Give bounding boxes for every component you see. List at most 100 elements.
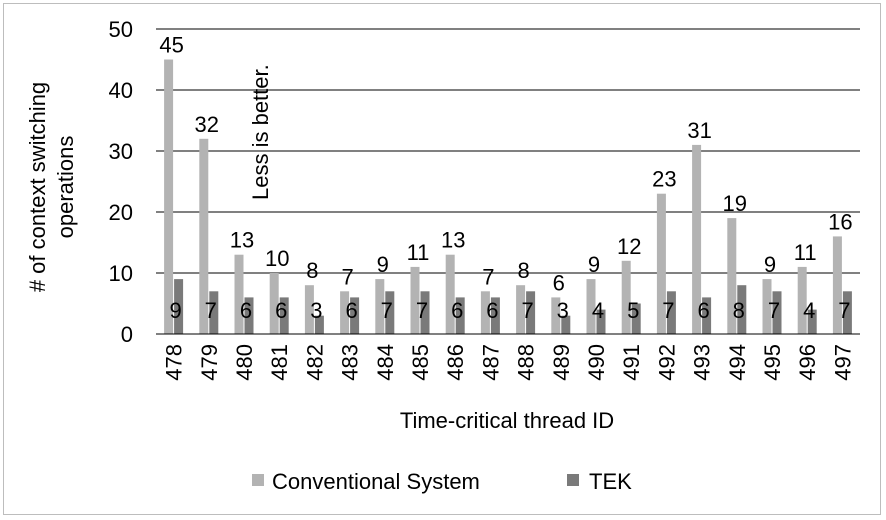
data-label-conventional: 19 [723,191,747,216]
data-label-tek: 4 [803,298,815,323]
bar-tek [490,297,500,334]
data-label-conventional: 10 [265,246,289,271]
data-label-tek: 6 [275,298,287,323]
bar-tek [455,297,465,334]
x-tick-label: 490 [584,344,609,381]
bar-tek [526,291,536,334]
x-tick-label: 495 [760,344,785,381]
x-tick-label: 488 [514,344,539,381]
legend: Conventional System TEK [252,469,632,494]
data-label-conventional: 31 [687,118,711,143]
bar-conventional [269,273,279,334]
bar-tek [314,315,324,334]
bar-conventional [516,285,526,334]
data-label-tek: 6 [345,298,357,323]
bar-conventional [797,266,807,334]
x-tick-label: 481 [267,344,292,381]
data-label-conventional: 13 [441,228,465,253]
bar-conventional [551,297,561,334]
bar-conventional [727,218,737,334]
bar-conventional [656,193,666,334]
data-label-tek: 7 [416,298,428,323]
data-label-tek: 5 [627,298,639,323]
y-tick-label: 50 [109,17,133,42]
bar-conventional [340,291,350,334]
data-label-conventional: 9 [377,252,389,277]
data-label-tek: 7 [381,298,393,323]
bar-tek [772,291,782,334]
y-axis-title-line1: # of context switching [25,82,50,292]
data-label-conventional: 11 [794,240,817,265]
x-tick-label: 493 [690,344,715,381]
data-label-tek: 6 [486,298,498,323]
bar-tek [385,291,395,334]
bar-tek [842,291,852,334]
x-axis-title: Time-critical thread ID [400,408,614,433]
data-label-tek: 4 [592,298,604,323]
bar-tek [350,297,360,334]
data-label-conventional: 9 [764,252,776,277]
data-label-conventional: 12 [617,234,641,259]
x-tick-label: 486 [443,344,468,381]
data-label-conventional: 8 [306,258,318,283]
x-tick-label: 480 [232,344,257,381]
x-tick-label: 491 [619,344,644,381]
legend-label-conventional: Conventional System [272,469,480,494]
bar-tek [561,315,571,334]
x-tick-label: 483 [338,344,363,381]
bar-tek [209,291,219,334]
bar-conventional [234,254,244,334]
bar-tek [737,285,747,334]
bar-conventional [199,138,209,334]
data-label-tek: 6 [240,298,252,323]
bar-conventional [586,279,596,334]
x-tick-label: 497 [830,344,855,381]
bar-tek [596,309,606,334]
bar-conventional [480,291,490,334]
bar-conventional [375,279,385,334]
data-label-tek: 6 [697,298,709,323]
y-axis-title-line2: operations [53,136,78,239]
annotation-less-is-better: Less is better. [248,64,273,200]
x-tick-label: 485 [408,344,433,381]
x-tick-label: 484 [373,344,398,381]
legend-swatch-tek [567,474,579,486]
data-label-tek: 6 [451,298,463,323]
x-tick-label: 494 [725,344,750,381]
bar-conventional [164,59,174,334]
bar-tek [244,297,254,334]
bar-conventional [692,144,702,334]
y-tick-label: 0 [121,322,133,347]
data-label-tek: 7 [521,298,533,323]
data-label-conventional: 6 [553,270,565,295]
data-label-tek: 7 [662,298,674,323]
y-tick-label: 10 [109,261,133,286]
x-tick-label: 479 [197,344,222,381]
y-tick-label: 20 [109,200,133,225]
data-label-conventional: 11 [407,240,430,265]
data-label-tek: 7 [768,298,780,323]
bar-conventional [762,279,772,334]
data-label-tek: 7 [838,298,850,323]
data-label-conventional: 45 [159,33,183,58]
data-label-tek: 3 [310,298,322,323]
bars [164,59,852,334]
x-tick-label: 482 [302,344,327,381]
data-label-tek: 7 [205,298,217,323]
data-label-tek: 8 [733,298,745,323]
data-label-tek: 9 [169,298,181,323]
x-tick-label: 478 [162,344,187,381]
bar-tek [702,297,712,334]
bar-conventional [832,236,842,334]
bar-conventional [410,266,420,334]
x-tick-label: 496 [795,344,820,381]
bar-conventional [621,260,631,334]
x-tick-label: 492 [654,344,679,381]
data-label-conventional: 16 [828,209,852,234]
x-tick-label: 489 [549,344,574,381]
bar-tek [666,291,676,334]
legend-swatch-conventional [252,474,264,486]
data-labels: 4593271361068376971171367687639412523731… [159,33,852,324]
